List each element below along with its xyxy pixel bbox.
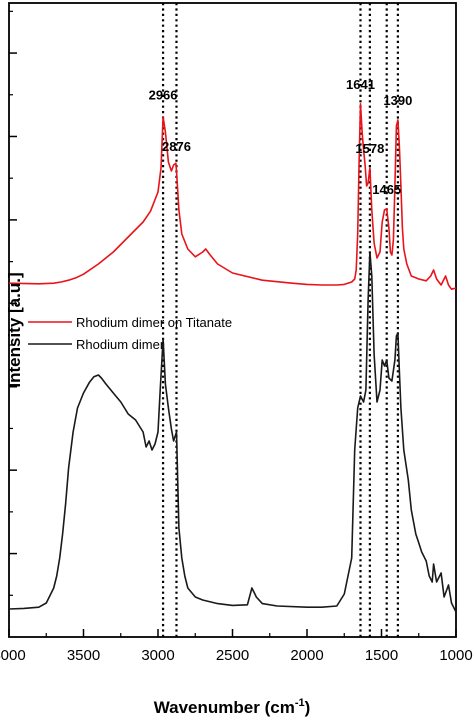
x-tick-label-2000: 2000 [290, 647, 323, 664]
peak-label-2876: 2876 [162, 139, 191, 154]
x-tick-label-2500: 2500 [216, 647, 249, 664]
peak-label-2966: 2966 [149, 88, 178, 103]
y-axis-ticks [9, 10, 17, 596]
x-tick-label-4000: 4000 [0, 647, 26, 664]
legend-label-rhodium-dimer-on-titanate: Rhodium dimer on Titanate [76, 315, 232, 330]
x-tick-label-1500: 1500 [365, 647, 398, 664]
series-line-rhodium-dimer [8, 251, 457, 613]
peak-label-1578: 1578 [355, 141, 384, 156]
peak-label-1390: 1390 [383, 93, 412, 108]
x-axis-title-sup: -1 [295, 697, 305, 709]
series-line-rhodium-dimer-on-titanate [8, 103, 457, 291]
peak-labels: 2966 2876 1641 1578 1465 1390 [149, 77, 413, 197]
x-tick-label-3500: 3500 [67, 647, 100, 664]
x-axis-title-main: Wavenumber (cm [154, 698, 295, 717]
peak-label-1465: 1465 [372, 182, 401, 197]
x-tick-label-3000: 3000 [141, 647, 174, 664]
x-axis-title-end: ) [305, 698, 311, 717]
legend-label-rhodium-dimer: Rhodium dimer [76, 337, 165, 352]
x-tick-label-1000: 1000 [439, 647, 472, 664]
x-axis-ticks: 4000 3500 3000 2500 2000 1500 1000 [0, 629, 473, 664]
legend: Rhodium dimer on Titanate Rhodium dimer [28, 315, 232, 352]
y-axis-title: Intensity [a.u.] [5, 272, 24, 387]
x-axis-title: Wavenumber (cm-1) [154, 697, 311, 717]
peak-label-1641: 1641 [346, 77, 375, 92]
series-layer [8, 103, 457, 613]
